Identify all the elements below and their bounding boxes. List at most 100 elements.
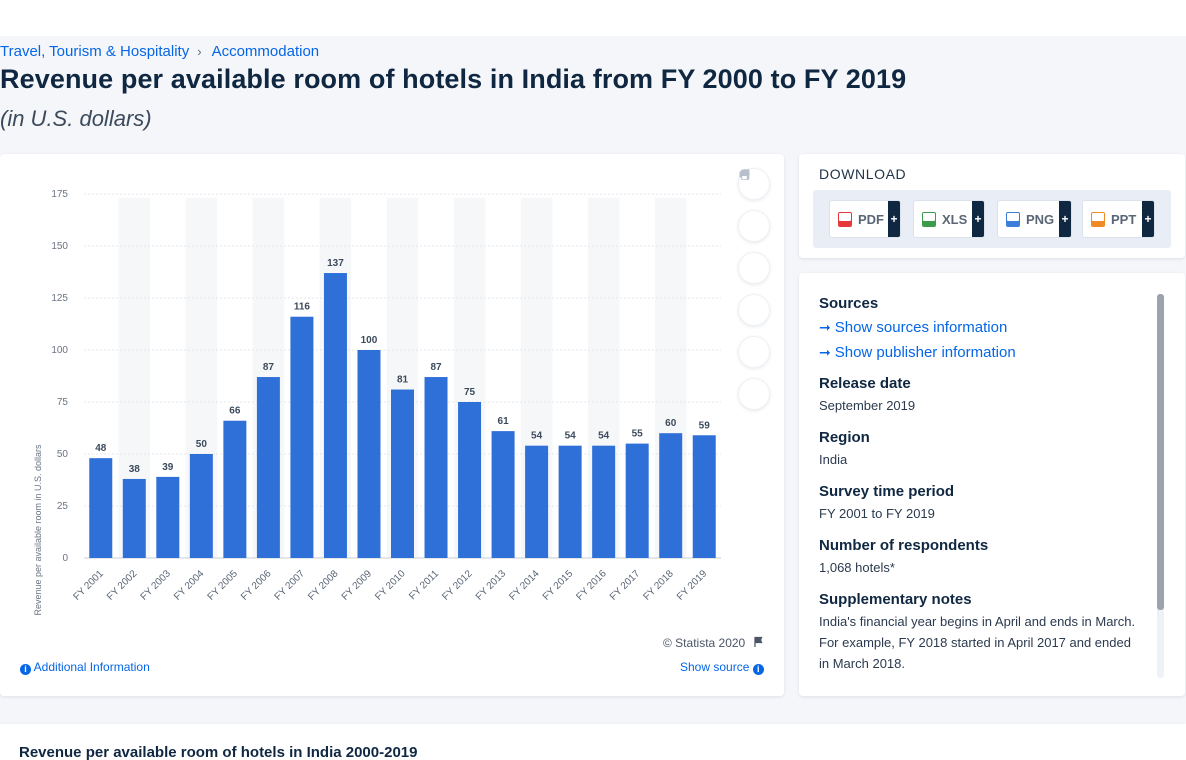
x-tick-label: FY 2014 bbox=[507, 568, 542, 603]
y-tick-label: 0 bbox=[62, 553, 68, 564]
plus-icon: + bbox=[972, 201, 984, 237]
show-sources-link[interactable]: ➞ Show sources information bbox=[819, 315, 1139, 340]
arrow-right-icon: ➞ bbox=[819, 344, 831, 360]
bar bbox=[525, 445, 549, 558]
data-label: 54 bbox=[565, 431, 577, 442]
download-ppt-button[interactable]: PPT + bbox=[1082, 200, 1155, 238]
y-tick-label: 150 bbox=[51, 241, 68, 252]
copyright-text: © Statista 2020 bbox=[663, 636, 746, 650]
data-label: 87 bbox=[263, 362, 275, 373]
download-png-label: PNG bbox=[1026, 211, 1055, 227]
notify-button[interactable] bbox=[738, 169, 770, 242]
info-content: Sources ➞ Show sources information ➞ Show … bbox=[819, 295, 1139, 687]
bar bbox=[89, 458, 113, 558]
bar bbox=[189, 454, 213, 558]
ppt-file-icon bbox=[1091, 211, 1105, 227]
x-tick-label: FY 2017 bbox=[608, 568, 643, 603]
y-tick-label: 25 bbox=[57, 501, 69, 512]
print-button[interactable] bbox=[738, 169, 770, 410]
bar bbox=[156, 476, 180, 558]
y-tick-label: 175 bbox=[51, 189, 68, 200]
additional-information-link[interactable]: i Additional Information bbox=[20, 660, 150, 675]
show-source-link[interactable]: Show source i bbox=[680, 660, 764, 675]
page-title: Revenue per available room of hotels in … bbox=[0, 64, 907, 94]
plus-icon: + bbox=[1059, 201, 1071, 237]
release-date-value: September 2019 bbox=[819, 398, 916, 413]
x-tick-label: FY 2001 bbox=[72, 568, 107, 603]
data-label: 59 bbox=[699, 420, 711, 431]
related-title: Revenue per available room of hotels in … bbox=[19, 744, 418, 760]
data-label: 54 bbox=[598, 431, 610, 442]
arrow-right-icon: ➞ bbox=[819, 319, 831, 335]
release-date-heading: Release date bbox=[819, 375, 911, 392]
show-publisher-label: Show publisher information bbox=[834, 344, 1016, 361]
statistic-info-card: Sources ➞ Show sources information ➞ Show … bbox=[799, 273, 1185, 696]
cite-button[interactable] bbox=[738, 171, 770, 368]
bars bbox=[89, 273, 716, 558]
data-label: 116 bbox=[294, 302, 311, 313]
download-xls-button[interactable]: XLS + bbox=[913, 200, 985, 238]
breadcrumb-separator: › bbox=[197, 44, 202, 59]
page-subtitle: (in U.S. dollars) bbox=[0, 106, 152, 131]
y-tick-label: 50 bbox=[57, 449, 69, 460]
data-label: 60 bbox=[665, 418, 677, 429]
y-tick-label: 75 bbox=[57, 397, 69, 408]
x-tick-label: FY 2007 bbox=[273, 568, 308, 603]
region-value: India bbox=[819, 452, 848, 467]
xls-file-icon bbox=[922, 211, 936, 227]
pdf-file-icon bbox=[838, 211, 852, 227]
print-icon bbox=[739, 169, 750, 180]
bar bbox=[592, 445, 616, 558]
breadcrumb-link-travel[interactable]: Travel, Tourism & Hospitality bbox=[0, 43, 190, 60]
download-title: DOWNLOAD bbox=[819, 166, 907, 182]
x-tick-label: FY 2006 bbox=[239, 568, 274, 603]
x-tick-label: FY 2012 bbox=[440, 568, 475, 603]
bar bbox=[692, 435, 716, 558]
download-xls-label: XLS bbox=[942, 211, 968, 227]
x-tick-label: FY 2005 bbox=[206, 568, 241, 603]
chart-toolbar bbox=[738, 168, 772, 420]
download-pdf-button[interactable]: PDF + bbox=[829, 200, 901, 238]
y-axis-label: Revenue per available room in U.S. dolla… bbox=[33, 444, 43, 616]
data-label: 55 bbox=[632, 429, 644, 440]
png-file-icon bbox=[1006, 211, 1020, 227]
data-labels: 48 38 39 50 66 87 116 137 100 81 87 75 61 54 54 54 55 60 5… bbox=[95, 258, 710, 475]
data-label: 66 bbox=[229, 406, 241, 417]
x-tick-label: FY 2013 bbox=[474, 568, 509, 603]
data-label: 81 bbox=[397, 375, 409, 386]
x-tick-label: FY 2016 bbox=[574, 568, 609, 603]
share-button[interactable] bbox=[738, 169, 770, 326]
show-publisher-link[interactable]: ➞ Show publisher information bbox=[819, 340, 1139, 365]
info-scrollbar[interactable] bbox=[1157, 294, 1164, 678]
info-icon: i bbox=[752, 664, 764, 675]
bar bbox=[659, 433, 683, 558]
survey-period-value: FY 2001 to FY 2019 bbox=[819, 506, 935, 521]
sources-heading: Sources bbox=[819, 295, 879, 312]
download-png-button[interactable]: PNG + bbox=[997, 200, 1072, 238]
x-tick-label: FY 2004 bbox=[172, 568, 207, 603]
x-tick-label: FY 2008 bbox=[306, 568, 341, 603]
scrollbar-thumb[interactable] bbox=[1157, 294, 1164, 610]
bar bbox=[290, 316, 314, 558]
x-axis-ticks: FY 2001 FY 2002 FY 2003 FY 2004 FY 2005 FY 20… bbox=[72, 568, 710, 603]
bar-chart: 0 25 50 75 100 125 150 175 48 38 39 50 66 87 116 137 10… bbox=[33, 189, 721, 616]
bar bbox=[122, 478, 146, 558]
region-heading: Region bbox=[819, 429, 870, 446]
data-label: 54 bbox=[531, 431, 543, 442]
bar bbox=[323, 273, 347, 558]
data-label: 61 bbox=[498, 416, 510, 427]
data-label: 100 bbox=[361, 335, 378, 346]
download-card: DOWNLOAD PDF + XLS + PNG + PPT + bbox=[799, 154, 1185, 258]
y-axis-ticks: 0 25 50 75 100 125 150 175 bbox=[51, 189, 68, 564]
settings-button[interactable] bbox=[738, 170, 770, 284]
breadcrumb-link-accommodation[interactable]: Accommodation bbox=[211, 43, 320, 60]
x-tick-label: FY 2018 bbox=[641, 568, 676, 603]
data-label: 39 bbox=[162, 462, 174, 473]
bar bbox=[391, 389, 414, 558]
chart-card: 0 25 50 75 100 125 150 175 48 38 39 50 66 87 116 137 10… bbox=[0, 154, 784, 696]
bar bbox=[424, 377, 448, 558]
y-tick-label: 100 bbox=[51, 345, 68, 356]
bar bbox=[223, 420, 247, 558]
data-label: 48 bbox=[95, 443, 107, 454]
respondents-heading: Number of respondents bbox=[819, 537, 989, 554]
